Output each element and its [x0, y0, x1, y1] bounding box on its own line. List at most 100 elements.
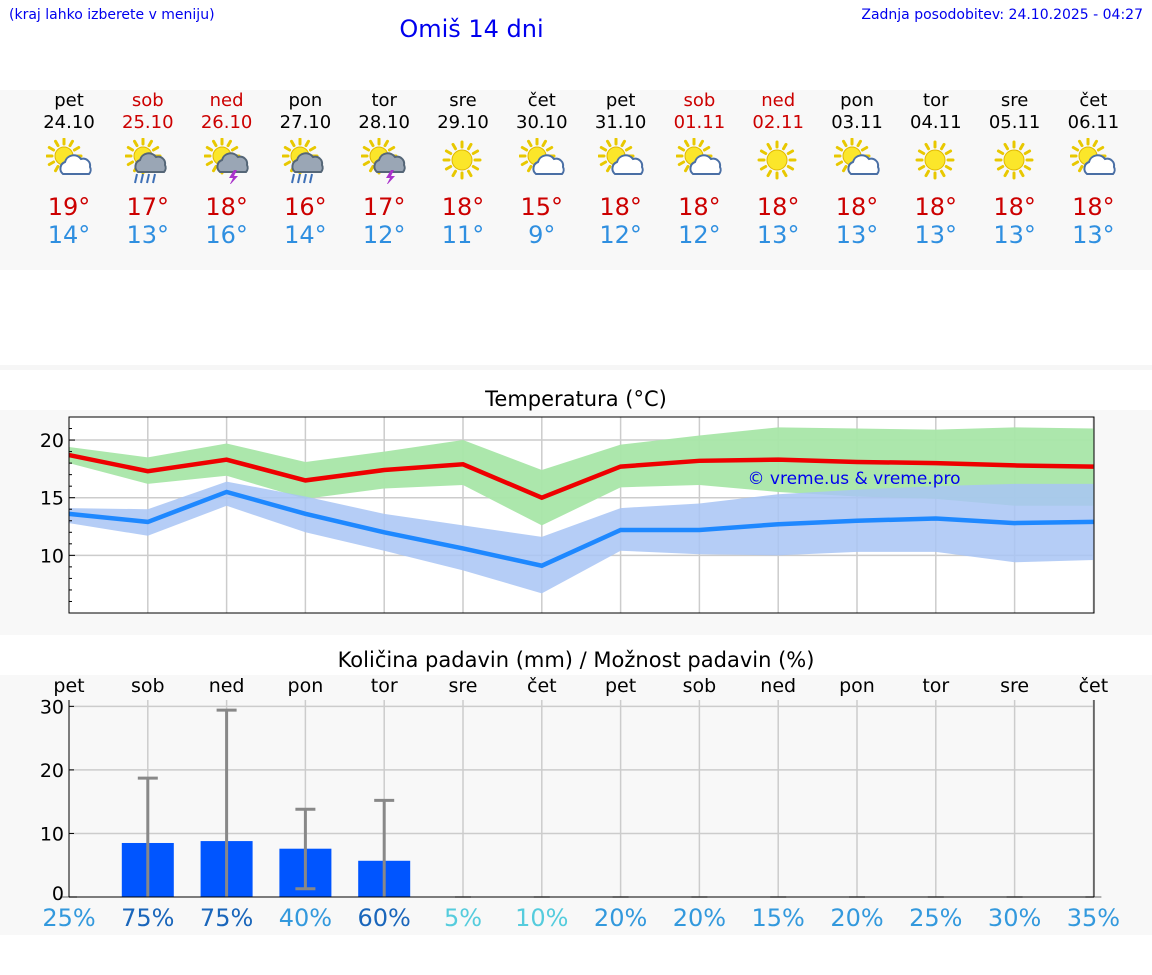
max-temperature: 15° — [520, 193, 564, 221]
day-name: ned — [209, 90, 244, 111]
max-temperature: 18° — [678, 193, 721, 221]
sun-cloud-icon — [518, 138, 565, 175]
min-temperature: 13° — [756, 221, 800, 249]
sun-icon — [915, 140, 955, 180]
min-temperature: 14° — [47, 221, 91, 249]
day-date: 06.11 — [1067, 112, 1120, 133]
max-temperature: 18° — [835, 193, 879, 221]
sun-icon — [442, 140, 482, 180]
page-title: Omiš 14 dni — [399, 15, 544, 43]
day-name: pet — [605, 90, 636, 111]
day-forecast: pet 24.10 19° 14° — [30, 90, 109, 249]
max-temperature: 18° — [993, 193, 1036, 221]
precipitation-probability: 20% — [594, 904, 647, 932]
day-name: sob — [131, 90, 164, 111]
min-temperature-line — [68, 489, 1094, 569]
day-date: 03.11 — [831, 112, 883, 133]
precipitation-probability: 30% — [988, 904, 1041, 932]
category-label: ned — [209, 675, 245, 697]
day-forecast: tor 04.11 18° 13° — [896, 90, 975, 249]
max-temperature: 17° — [126, 193, 170, 221]
category-label: tor — [371, 675, 398, 697]
day-date: 27.10 — [279, 112, 332, 133]
category-label: sob — [131, 675, 165, 697]
day-date: 28.10 — [358, 112, 410, 133]
day-date: 30.10 — [516, 112, 568, 133]
max-temperature: 18° — [914, 193, 958, 221]
category-label: čet — [1079, 675, 1109, 697]
max-temperature: 16° — [284, 193, 327, 221]
min-temperature: 12° — [599, 221, 642, 249]
precipitation-chart-title: Količina padavin (mm) / Možnost padavin … — [337, 648, 815, 672]
day-forecast: čet 30.10 15° 9° — [502, 90, 581, 249]
max-temperature-range — [69, 427, 1094, 526]
last-updated: Zadnja posodobitev: 24.10.2025 - 04:27 — [861, 7, 1143, 23]
day-name: sob — [683, 90, 716, 111]
day-name: ned — [761, 90, 796, 111]
day-forecast: pon 27.10 16° 14° — [266, 90, 345, 249]
precipitation-probability: 20% — [673, 904, 726, 932]
min-temperature: 12° — [678, 221, 721, 249]
max-temperature: 18° — [599, 193, 642, 221]
day-name: sre — [449, 90, 477, 111]
y-tick-label: 15 — [40, 488, 64, 510]
category-label: ned — [760, 675, 796, 697]
precipitation-probability: 5% — [444, 904, 482, 932]
sun-cloud-icon — [834, 138, 880, 175]
sun-cloud-icon — [46, 138, 92, 175]
max-temperature: 18° — [205, 193, 248, 221]
day-name: pon — [288, 90, 323, 111]
day-name: čet — [1079, 90, 1108, 111]
category-label: čet — [527, 675, 557, 697]
day-forecast: sob 25.10 17° 13° — [108, 90, 187, 249]
max-temperature: 17° — [362, 193, 406, 221]
min-temperature: 11° — [441, 221, 485, 249]
precipitation-probability: 25% — [42, 904, 95, 932]
y-tick-label: 0 — [52, 883, 64, 905]
sun-icon — [994, 140, 1034, 180]
category-label: tor — [922, 675, 949, 697]
sun-rain-cloud-icon — [282, 138, 325, 184]
min-temperature: 13° — [993, 221, 1036, 249]
day-name: pet — [54, 90, 84, 111]
category-label: pon — [839, 675, 875, 697]
category-label: sre — [449, 675, 478, 697]
day-name: tor — [371, 90, 397, 111]
location-menu-hint[interactable]: (kraj lahko izberete v meniju) — [9, 7, 215, 23]
temperature-chart: 10 15 20 © vreme.us & vreme.pro — [40, 416, 1095, 614]
y-tick-label: 20 — [40, 760, 64, 782]
min-temperature: 13° — [835, 221, 879, 249]
max-temperature: 18° — [756, 193, 800, 221]
precipitation-probability: 20% — [830, 904, 883, 932]
day-date: 05.11 — [988, 112, 1041, 133]
max-temperature: 18° — [441, 193, 485, 221]
day-forecast: čet 06.11 18° 13° — [1054, 90, 1133, 249]
watermark: © vreme.us & vreme.pro — [747, 469, 960, 489]
category-label: pet — [53, 675, 84, 697]
day-forecast: ned 02.11 18° 13° — [739, 90, 818, 249]
category-label: pet — [605, 675, 636, 697]
day-forecast: sre 29.10 18° 11° — [424, 90, 503, 249]
y-tick-label: 20 — [40, 430, 64, 452]
precipitation-probability: 40% — [279, 904, 332, 932]
precipitation-probability: 25% — [909, 904, 962, 932]
temperature-chart-title: Temperatura (°C) — [485, 387, 667, 411]
day-name: pon — [840, 90, 874, 111]
precipitation-probability: 60% — [358, 904, 411, 932]
min-temperature-range — [69, 481, 1094, 594]
day-name: tor — [923, 90, 949, 111]
category-label: sob — [683, 675, 717, 697]
precipitation-probability: 75% — [121, 904, 174, 932]
day-name: čet — [527, 90, 556, 111]
min-temperature: 13° — [126, 221, 170, 249]
y-tick-label: 10 — [40, 823, 64, 845]
precipitation-probability: 75% — [200, 904, 253, 932]
forecast-strip: pet 24.10 19° 14° sob 25.10 17° 13° ned 26.10 18° 1… — [0, 90, 1152, 270]
day-date: 26.10 — [200, 112, 253, 133]
precipitation-probability: 35% — [1067, 904, 1120, 932]
day-date: 02.11 — [752, 112, 804, 133]
day-date: 24.10 — [43, 112, 95, 133]
day-name: sre — [1000, 90, 1029, 111]
precipitation-chart: pet sob ned pon tor sre čet pet sob ned pon tor sre č… — [40, 675, 1120, 932]
precipitation-probability: 10% — [515, 904, 568, 932]
